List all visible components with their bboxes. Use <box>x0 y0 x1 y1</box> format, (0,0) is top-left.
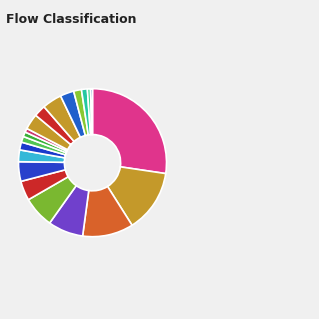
Wedge shape <box>25 129 68 151</box>
Wedge shape <box>36 107 74 145</box>
Wedge shape <box>44 96 80 141</box>
Wedge shape <box>81 89 91 135</box>
Wedge shape <box>93 89 167 174</box>
Wedge shape <box>91 89 93 135</box>
Wedge shape <box>21 137 66 155</box>
Wedge shape <box>61 91 85 137</box>
Wedge shape <box>87 89 92 135</box>
Wedge shape <box>27 115 71 150</box>
Wedge shape <box>19 150 65 162</box>
Wedge shape <box>83 187 132 237</box>
Text: Flow Classification: Flow Classification <box>6 13 137 26</box>
Wedge shape <box>28 177 76 223</box>
Wedge shape <box>50 186 89 236</box>
Wedge shape <box>19 162 65 182</box>
Legend:  <box>199 161 202 165</box>
Wedge shape <box>108 167 166 225</box>
Wedge shape <box>74 90 88 136</box>
Wedge shape <box>20 142 65 158</box>
Wedge shape <box>21 170 68 200</box>
Wedge shape <box>23 132 67 153</box>
